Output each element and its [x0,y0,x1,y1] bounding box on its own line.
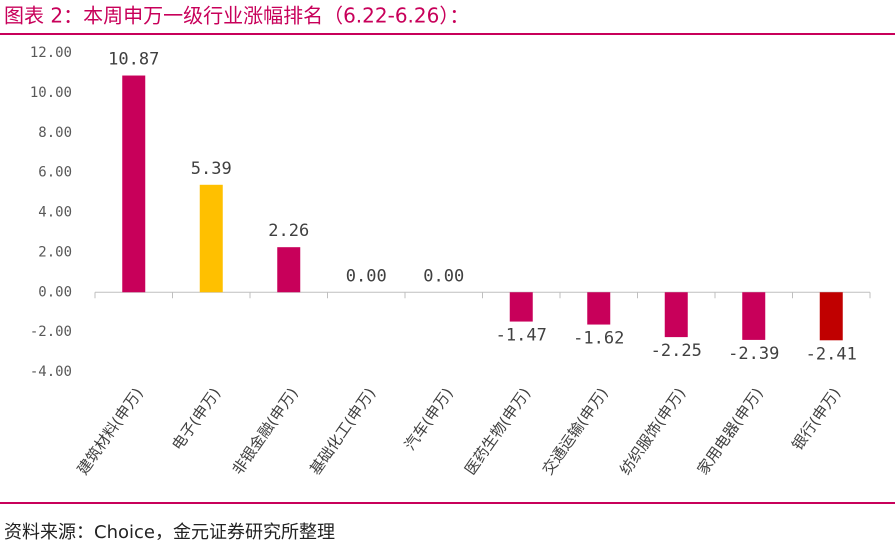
y-tick-label: 12.00 [30,45,72,61]
y-tick-label: 4.00 [38,205,72,221]
value-label: -2.25 [651,341,702,361]
bar [277,247,301,293]
value-label: 2.26 [268,221,309,241]
y-tick-label: 2.00 [38,244,72,260]
bar [199,184,223,293]
y-tick-label: 6.00 [38,165,72,181]
x-tick-label: 建筑材料(申万) [74,385,147,479]
x-tick-label: 非银金融(申万) [229,385,302,479]
value-label: -1.47 [496,326,547,346]
value-label: 10.87 [108,50,159,70]
x-tick-label: 汽车(申万) [401,385,457,454]
page-title: 图表 2：本周申万一级行业涨幅排名（6.22-6.26）： [4,4,469,28]
x-tick-label: 基础化工(申万) [306,385,379,479]
x-tick-label: 纺织服饰(申万) [616,385,689,479]
x-tick-label: 医药生物(申万) [461,385,534,479]
y-tick-label: -4.00 [30,364,72,380]
bar [587,292,611,325]
value-label: -2.41 [806,344,857,364]
x-tick-label: 电子(申万) [168,385,224,454]
value-label: 5.39 [191,159,232,179]
bar [664,292,688,338]
x-tick-label: 家用电器(申万) [694,385,767,479]
bar [509,292,533,322]
y-tick-label: 10.00 [30,85,72,101]
value-label: 0.00 [423,266,464,286]
source-note: 资料来源：Choice，金元证券研究所整理 [4,522,335,543]
x-tick-label: 银行(申万) [788,385,844,454]
value-label: -1.62 [573,329,624,349]
bar [122,75,146,293]
y-tick-label: 0.00 [38,284,72,300]
value-label: 0.00 [346,266,387,286]
y-tick-label: -2.00 [30,324,72,340]
x-tick-label: 交通运输(申万) [539,385,612,479]
bar [742,292,766,340]
y-tick-label: 8.00 [38,125,72,141]
value-label: -2.39 [728,344,779,364]
bar [819,292,843,341]
